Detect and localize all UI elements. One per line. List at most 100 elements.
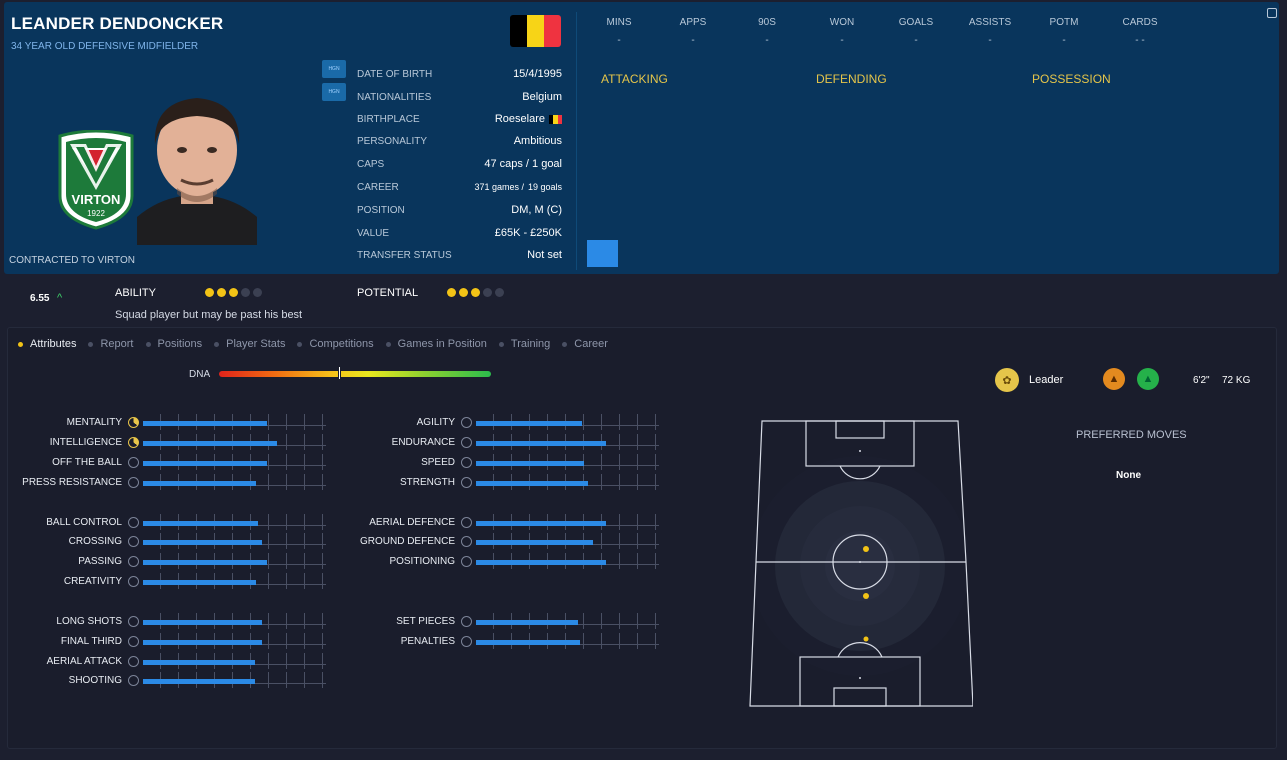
attribute-rating-icon: [461, 476, 472, 488]
attribute-row-speed[interactable]: SPEED: [341, 454, 659, 470]
attribute-rating-icon: [461, 516, 472, 528]
attribute-row-strength[interactable]: STRENGTH: [341, 474, 659, 490]
rating-up-icon: ^: [57, 292, 63, 304]
attribute-rating-icon: [461, 416, 472, 428]
info-personality: PERSONALITY Ambitious: [357, 131, 562, 151]
player-portrait: [137, 92, 257, 245]
attribute-row-penalties[interactable]: PENALTIES: [341, 633, 659, 649]
attribute-row-aerial-defence[interactable]: AERIAL DEFENCE: [341, 514, 659, 530]
info-label: VALUE: [357, 227, 390, 239]
info-label: BIRTHPLACE: [357, 113, 420, 125]
mini-button-2[interactable]: HGN: [322, 83, 346, 101]
preferred-moves-value: None: [1116, 470, 1141, 481]
tab-games-in-position[interactable]: Games in Position: [385, 338, 487, 350]
info-caps: CAPS 47 caps / 1 goal: [357, 154, 562, 174]
attribute-row-creativity[interactable]: CREATIVITY: [8, 573, 326, 589]
attribute-row-intelligence[interactable]: INTELLIGENCE: [8, 434, 326, 450]
info-value[interactable]: Roeselare: [495, 113, 562, 125]
attribute-bar-fill: [476, 560, 606, 565]
attribute-row-agility[interactable]: AGILITY: [341, 414, 659, 430]
attribute-rating-icon: [128, 655, 139, 667]
attribute-bar: [476, 514, 659, 530]
attribute-bar-fill: [143, 620, 262, 625]
tab-attributes[interactable]: Attributes: [18, 338, 76, 350]
attribute-rating-icon: [128, 416, 139, 428]
info-value[interactable]: Not set: [527, 249, 562, 261]
attribute-label: FINAL THIRD: [60, 635, 122, 647]
attribute-bar: [143, 553, 326, 569]
attribute-rating-icon: [128, 635, 139, 647]
attribute-label: PENALTIES: [400, 635, 455, 647]
info-value: VALUE £65K - £250K: [357, 223, 562, 243]
contract-status[interactable]: CONTRACTED TO VIRTON: [9, 255, 135, 266]
attribute-bar: [476, 474, 659, 490]
attribute-rating-icon: [461, 635, 472, 647]
attribute-row-ball-control[interactable]: BALL CONTROL: [8, 514, 326, 530]
info-value[interactable]: Belgium: [522, 91, 562, 103]
attribute-row-positioning[interactable]: POSITIONING: [341, 553, 659, 569]
attribute-bar-fill: [143, 461, 267, 466]
attribute-bar-fill: [476, 620, 578, 625]
star-icon: [205, 288, 214, 297]
info-value: 47 caps / 1 goal: [484, 158, 562, 170]
tab-competitions[interactable]: Competitions: [297, 338, 374, 350]
attribute-rating-icon: [461, 615, 472, 627]
star-icon: [471, 288, 480, 297]
attribute-row-passing[interactable]: PASSING: [8, 553, 326, 569]
attribute-row-ground-defence[interactable]: GROUND DEFENCE: [341, 533, 659, 549]
attribute-bar: [476, 533, 659, 549]
mini-button-1[interactable]: HGN: [322, 60, 346, 78]
attribute-row-long-shots[interactable]: LONG SHOTS: [8, 613, 326, 629]
attribute-rating-icon: [461, 535, 472, 547]
attribute-label: CREATIVITY: [63, 575, 122, 587]
tab-bar: Attributes Report Positions Player Stats…: [18, 338, 620, 350]
menu-icon[interactable]: [1267, 8, 1277, 18]
stat-header-goals: GOALS: [898, 17, 934, 28]
attribute-bar-fill: [476, 521, 606, 526]
attribute-bar-fill: [476, 441, 606, 446]
birthplace-text[interactable]: Roeselare: [494, 113, 545, 125]
attribute-row-final-third[interactable]: FINAL THIRD: [8, 633, 326, 649]
tab-player-stats[interactable]: Player Stats: [214, 338, 285, 350]
header-divider: [576, 12, 577, 270]
section-attacking[interactable]: ATTACKING: [601, 72, 668, 86]
attribute-rating-icon: [128, 575, 139, 587]
attribute-bar-fill: [143, 560, 267, 565]
attribute-bar: [143, 653, 326, 669]
star-icon: [229, 288, 238, 297]
tab-career[interactable]: Career: [562, 338, 608, 350]
attribute-row-press-resistance[interactable]: PRESS RESISTANCE: [8, 474, 326, 490]
section-defending[interactable]: DEFENDING: [816, 72, 887, 86]
attribute-row-set-pieces[interactable]: SET PIECES: [341, 613, 659, 629]
attribute-bar-fill: [143, 441, 277, 446]
attribute-bar: [143, 613, 326, 629]
attribute-row-crossing[interactable]: CROSSING: [8, 533, 326, 549]
attribute-row-off-the-ball[interactable]: OFF THE BALL: [8, 454, 326, 470]
tab-training[interactable]: Training: [498, 338, 550, 350]
attribute-rating-icon: [128, 615, 139, 627]
right-foot-boot-icon: ▲: [1137, 368, 1159, 390]
tab-report[interactable]: Report: [88, 338, 134, 350]
attribute-row-endurance[interactable]: ENDURANCE: [341, 434, 659, 450]
left-foot-boot-icon: ▲: [1103, 368, 1125, 390]
info-label: CAREER: [357, 181, 399, 193]
attribute-row-mentality[interactable]: MENTALITY: [8, 414, 326, 430]
player-weight: 72 KG: [1222, 375, 1251, 386]
position-dot-primary: [863, 546, 869, 552]
club-badge[interactable]: VIRTON 1922: [56, 129, 136, 230]
leader-dna-icon[interactable]: ✿: [995, 368, 1019, 392]
attribute-row-shooting[interactable]: SHOOTING: [8, 672, 326, 688]
stat-value-assists: -: [988, 35, 992, 46]
info-birthplace: BIRTHPLACE Roeselare: [357, 109, 562, 129]
position-pitch[interactable]: [748, 416, 973, 708]
position-dot-secondary: [863, 593, 869, 599]
attribute-rating-icon: [461, 436, 472, 448]
attribute-rating-icon: [128, 516, 139, 528]
potential-stars: [447, 288, 504, 297]
attribute-row-aerial-attack[interactable]: AERIAL ATTACK: [8, 653, 326, 669]
player-header: LEANDER DENDONCKER 34 YEAR OLD DEFENSIVE…: [4, 2, 1279, 274]
tab-positions[interactable]: Positions: [145, 338, 202, 350]
section-possession[interactable]: POSSESSION: [1032, 72, 1111, 86]
stat-header-apps: APPS: [679, 17, 707, 28]
attribute-label: AERIAL ATTACK: [46, 655, 122, 667]
